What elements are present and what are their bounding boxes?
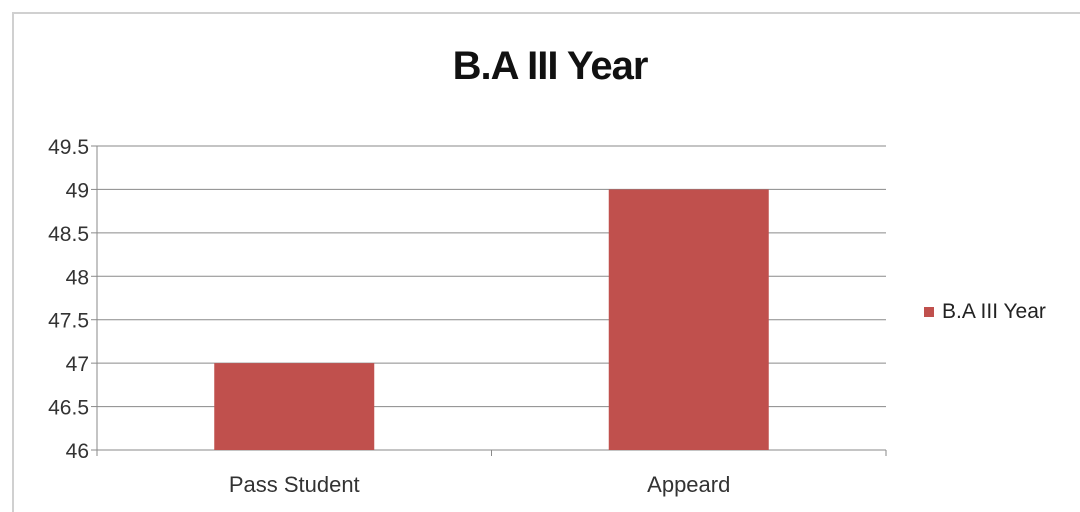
legend: B.A III Year (924, 300, 1046, 324)
chart-frame (12, 12, 1080, 512)
y-tick-label: 49 (66, 179, 89, 202)
bar (214, 363, 375, 450)
x-tick-label: Pass Student (229, 472, 360, 497)
y-tick-label: 48 (66, 266, 89, 289)
bar (608, 189, 769, 450)
y-tick-label: 47 (66, 353, 89, 376)
y-tick-label: 46.5 (48, 397, 89, 420)
y-tick-label: 46 (66, 440, 89, 463)
x-tick-label: Appeard (647, 472, 730, 497)
legend-swatch (924, 307, 934, 317)
y-tick-label: 49.5 (48, 136, 89, 159)
y-tick-label: 47.5 (48, 310, 89, 333)
legend-label: B.A III Year (942, 300, 1046, 323)
y-tick-label: 48.5 (48, 223, 89, 246)
chart-title: B.A III Year (452, 44, 649, 88)
